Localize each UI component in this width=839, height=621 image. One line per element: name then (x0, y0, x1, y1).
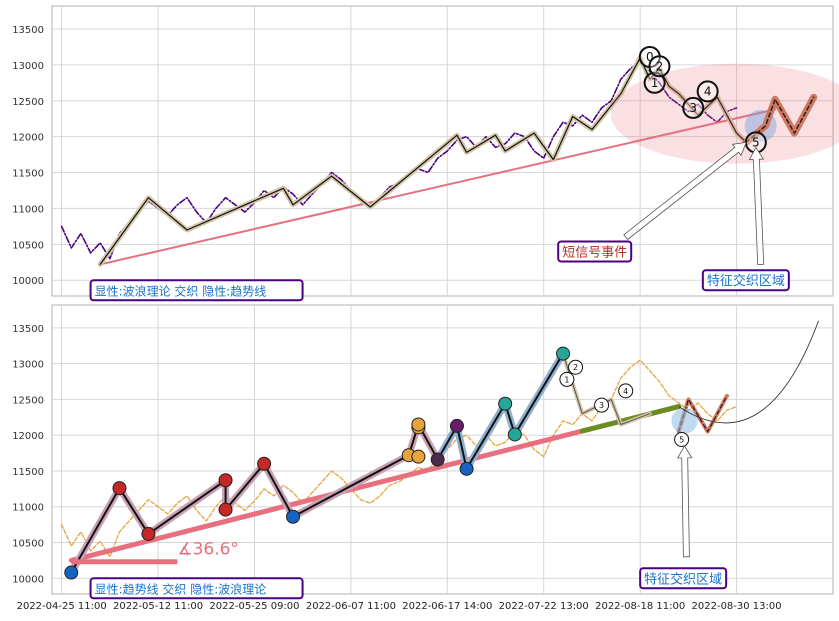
annotation-text: 显性:波浪理论 交织 隐性:趋势线 (95, 283, 267, 298)
wave-label-circle (696, 80, 719, 103)
y-tick-label: 13000 (12, 360, 44, 371)
annotation-box (89, 279, 304, 302)
swing-point-marker (257, 456, 272, 471)
wave-label-circle (648, 55, 671, 78)
y-tick-label: 13500 (12, 324, 44, 335)
swing-point-marker (286, 509, 301, 524)
swing-point-marker (218, 502, 233, 517)
annotation-box (557, 240, 633, 263)
x-tick-label: 2022-06-07 11:00 (306, 601, 396, 612)
wave-label-circle (594, 397, 610, 413)
y-tick-label: 10000 (12, 574, 44, 585)
trend-line (99, 108, 777, 266)
arrow-feature-zone (748, 146, 765, 265)
swing-point-marker (498, 396, 513, 411)
swing-point-marker (459, 461, 474, 476)
x-tick-label: 2022-04-25 11:00 (17, 601, 107, 612)
x-tick-label: 2022-07-22 13:00 (499, 601, 589, 612)
x-tick-label: 2022-08-30 13:00 (692, 601, 782, 612)
y-tick-label: 10500 (12, 240, 44, 251)
wave-label: 1 (651, 76, 659, 90)
y-tick-label: 13500 (12, 25, 44, 36)
price-series-line (60, 60, 738, 260)
wave-label-circle (559, 371, 575, 387)
wave-label-circle (682, 96, 705, 119)
wave-label-circle (674, 431, 690, 447)
swing-point-marker (411, 417, 426, 432)
forecast-curve (678, 320, 819, 424)
wave-label-circle (643, 71, 666, 94)
annotation-box (701, 269, 790, 292)
swing-point-marker (112, 481, 127, 496)
y-tick-label: 12500 (12, 395, 44, 406)
x-tick-label: 2022-08-18 11:00 (595, 601, 685, 612)
price-series-line (60, 359, 738, 558)
wave-label: 2 (573, 363, 578, 372)
x-tick-label: 2022-05-12 11:00 (113, 601, 203, 612)
wave-label: 5 (679, 435, 684, 444)
swing-point-marker (411, 449, 426, 464)
y-tick-label: 11000 (12, 204, 44, 215)
swing-point-marker (449, 418, 464, 433)
wave-label-circle (618, 383, 634, 399)
swing-point-marker (141, 526, 156, 541)
y-tick-label: 10500 (12, 538, 44, 549)
projection-path (745, 96, 815, 144)
y-tick-label: 13000 (12, 61, 44, 72)
wave-label: 0 (646, 50, 654, 64)
wave-label: 3 (599, 401, 604, 410)
y-tick-label: 10000 (12, 276, 44, 287)
y-tick-label: 12000 (12, 133, 44, 144)
swing-point-marker (64, 565, 79, 580)
wave-label: 3 (689, 101, 697, 115)
swing-point-marker (218, 473, 233, 488)
x-tick-label: 2022-06-17 14:00 (402, 601, 492, 612)
highlight-ellipse (610, 63, 839, 164)
wave-label: 1 (564, 375, 569, 384)
annotation-text: 特征交织区域 (644, 571, 722, 587)
arrow-feature-zone (677, 445, 693, 558)
y-tick-label: 11000 (12, 503, 44, 514)
angle-label: ∡36.6° (177, 540, 239, 560)
focus-glow (671, 407, 698, 434)
y-tick-label: 12000 (12, 431, 44, 442)
wave-label: 5 (752, 135, 760, 149)
swing-point-marker (430, 452, 445, 467)
wave-label: 2 (656, 59, 664, 73)
annotation-text: 特征交织区域 (707, 273, 785, 289)
annotation-box (639, 567, 728, 590)
wave-label: 4 (623, 387, 628, 396)
y-tick-label: 11500 (12, 467, 44, 478)
arrow-short-signal (623, 141, 747, 241)
y-tick-label: 12500 (12, 97, 44, 108)
annotation-text: 显性:趋势线 交织 隐性:波浪理论 (95, 581, 267, 596)
y-tick-label: 11500 (12, 169, 44, 180)
wave-label: 4 (704, 84, 712, 98)
x-tick-label: 2022-05-25 09:00 (209, 601, 299, 612)
swing-point-marker (556, 346, 571, 361)
annotation-box (89, 577, 304, 600)
annotation-text: 短信号事件 (562, 245, 627, 260)
wave-label-circle (568, 359, 584, 375)
swing-point-marker (507, 427, 522, 442)
plot-area-top (51, 5, 834, 297)
wave-tail (562, 353, 651, 425)
wave-path (99, 57, 815, 265)
trend-line (68, 404, 682, 563)
